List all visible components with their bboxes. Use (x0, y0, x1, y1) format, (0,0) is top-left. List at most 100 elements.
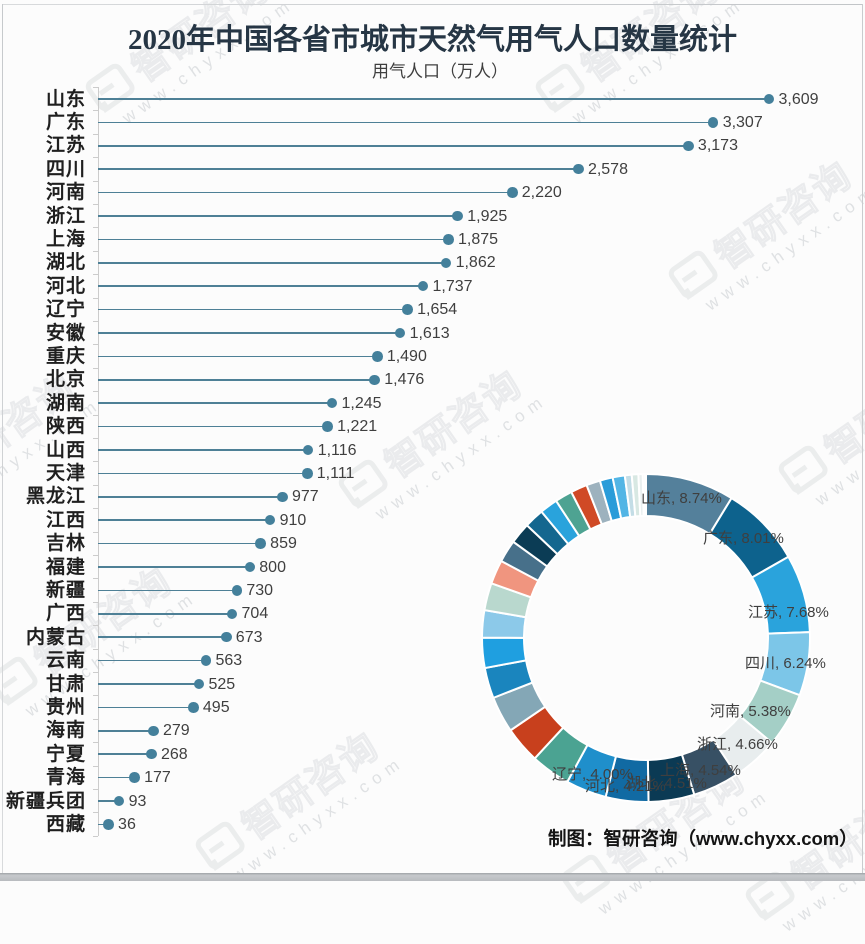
category-label: 江西 (45, 509, 86, 531)
value-label: 2,578 (587, 160, 628, 178)
lollipop-dot (200, 655, 212, 666)
value-label: 859 (270, 535, 297, 553)
axis-tick (92, 391, 98, 393)
category-label: 辽宁 (45, 299, 86, 321)
lollipop-dot (264, 514, 276, 526)
lollipop-dot (302, 468, 313, 479)
axis-tick (92, 414, 98, 416)
donut-slice-label: 山东, 8.74% (641, 490, 722, 507)
category-label: 广东 (45, 111, 86, 133)
lollipop-dot (452, 210, 463, 222)
axis-tick (92, 297, 98, 299)
category-label: 浙江 (45, 205, 86, 227)
lollipop-stick (98, 402, 333, 404)
watermark-logo-bar (758, 890, 775, 904)
axis-tick (92, 227, 98, 229)
lollipop-stick (98, 730, 154, 732)
lollipop-stick (98, 706, 194, 709)
axis-tick (92, 180, 98, 182)
lollipop-dot (148, 725, 159, 737)
value-label: 1,476 (384, 371, 425, 389)
lollipop-stick (98, 285, 423, 287)
category-label: 黑龙江 (25, 486, 86, 508)
category-label: 湖北 (45, 252, 86, 274)
lollipop-stick (98, 800, 120, 802)
lollipop-dot (372, 351, 383, 362)
lollipop-dot (193, 678, 205, 690)
category-label: 西藏 (45, 813, 86, 835)
lollipop-stick (98, 589, 237, 592)
lollipop-stick (98, 238, 449, 241)
lollipop-stick (98, 472, 308, 475)
value-label: 3,609 (778, 90, 819, 108)
top-border (3, 4, 863, 5)
lollipop-dot (244, 561, 256, 573)
watermark-logo-dot (575, 891, 587, 905)
watermark-logo-dot (759, 908, 771, 922)
donut-slice-label: 辽宁, 4.00% (552, 766, 633, 783)
lollipop-dot (188, 702, 199, 713)
category-label: 重庆 (45, 345, 86, 367)
donut-slice-label: 河北, 4.21% (585, 778, 666, 795)
lollipop-dot (226, 608, 238, 620)
category-label: 宁夏 (45, 743, 86, 765)
value-label: 730 (246, 581, 274, 599)
axis-tick (92, 133, 98, 135)
lollipop-dot (326, 397, 338, 409)
left-border (2, 4, 3, 873)
lollipop-stick (98, 542, 261, 545)
lollipop-dot (402, 304, 413, 315)
lollipop-stick (98, 355, 378, 358)
bottom-divider-bar (0, 873, 865, 881)
category-label: 山西 (45, 439, 86, 461)
category-label: 河北 (45, 275, 86, 297)
lollipop-stick (98, 566, 250, 568)
lollipop-stick (98, 191, 513, 194)
lollipop-dot (277, 491, 288, 503)
axis-tick (92, 672, 98, 673)
axis-tick (92, 274, 98, 276)
axis-tick (92, 250, 98, 252)
axis-tick (92, 110, 98, 112)
value-label: 910 (279, 511, 307, 529)
axis-tick (92, 835, 98, 837)
axis-tick (92, 695, 98, 697)
lollipop-dot (113, 795, 125, 807)
value-label: 1,737 (432, 277, 473, 295)
lollipop-dot (507, 187, 518, 198)
value-label: 495 (202, 698, 230, 716)
lollipop-stick (98, 121, 714, 124)
lollipop-chart: 山东 3,609 广东 3,307 江苏 3,173 四川 2,578 河南 2,220 浙江 1,9… (6, 87, 819, 837)
lollipop-stick (98, 168, 579, 170)
lollipop-stick (98, 215, 458, 217)
lollipop-stick (98, 332, 401, 334)
value-label: 1,925 (467, 207, 508, 225)
lollipop-dot (231, 585, 243, 596)
lollipop-stick (98, 262, 447, 264)
value-label: 1,490 (386, 347, 427, 365)
donut-slice-label: 上海, 4.54% (660, 762, 741, 779)
donut-slice-label: 江苏, 7.68% (748, 604, 829, 621)
chart-title: 2020年中国各省市城市天然气用气人口数量统计 (127, 24, 737, 56)
lollipop-dot (683, 140, 694, 152)
value-label: 1,654 (417, 301, 458, 319)
axis-tick (92, 157, 98, 159)
donut-slice (644, 472, 647, 518)
category-label: 福建 (45, 556, 86, 578)
value-label: 1,111 (316, 464, 355, 482)
lollipop-dot (440, 257, 452, 269)
axis-tick (92, 321, 98, 322)
lollipop-dot (394, 327, 406, 339)
axis-tick (92, 601, 98, 603)
category-label: 甘肃 (45, 673, 86, 695)
value-label: 3,173 (697, 137, 738, 155)
lollipop-dot (221, 631, 232, 643)
donut-slice-label: 广东, 8.01% (703, 530, 784, 547)
category-label: 山东 (45, 88, 86, 110)
axis-tick (92, 87, 98, 88)
value-label: 673 (235, 628, 263, 646)
donut-slice-label: 浙江, 4.66% (697, 736, 778, 753)
lollipop-stick (98, 519, 271, 521)
axis-tick (92, 508, 98, 510)
